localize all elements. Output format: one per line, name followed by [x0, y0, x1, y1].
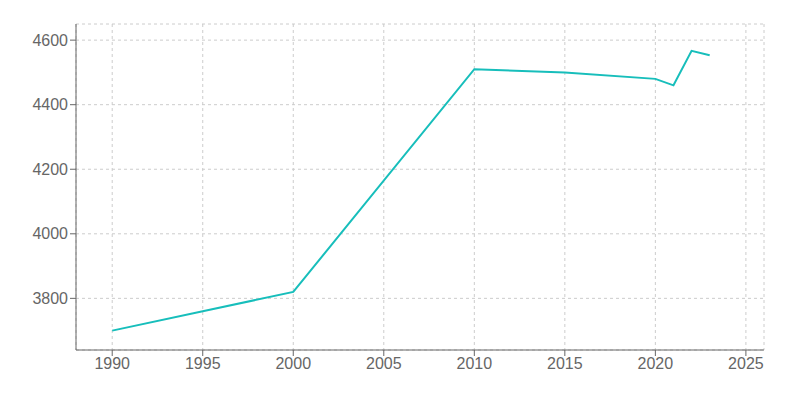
svg-text:2010: 2010 — [457, 355, 493, 372]
svg-text:2005: 2005 — [366, 355, 402, 372]
svg-text:1990: 1990 — [94, 355, 130, 372]
svg-text:4200: 4200 — [32, 161, 68, 178]
svg-text:1995: 1995 — [185, 355, 221, 372]
svg-text:4600: 4600 — [32, 32, 68, 49]
svg-text:4400: 4400 — [32, 96, 68, 113]
svg-text:2015: 2015 — [547, 355, 583, 372]
svg-text:2000: 2000 — [275, 355, 311, 372]
svg-text:2020: 2020 — [638, 355, 674, 372]
svg-text:4000: 4000 — [32, 225, 68, 242]
svg-text:3800: 3800 — [32, 290, 68, 307]
svg-text:2025: 2025 — [728, 355, 764, 372]
